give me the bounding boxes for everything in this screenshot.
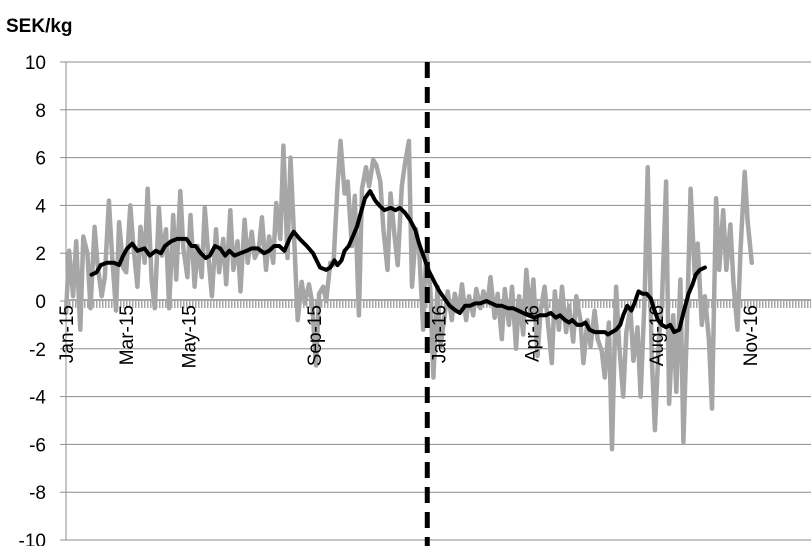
x-tick-label: Apr-16	[522, 305, 543, 362]
y-axis-label: SEK/kg	[6, 16, 73, 37]
y-tick-label: 4	[35, 196, 46, 217]
series-line-2	[89, 189, 707, 337]
x-tick-label: Sep-15	[305, 305, 326, 366]
x-tick-label: Aug-16	[647, 305, 668, 366]
series-line-1	[63, 138, 755, 452]
y-tick-label: 8	[35, 101, 46, 122]
y-tick-label: -8	[29, 483, 46, 504]
x-tick-labels: Jan-15 Mar-15 May-15 Sep-15 Jan-16 Apr-16 Aug-…	[57, 305, 762, 368]
x-tick-label: Nov-16	[741, 305, 762, 366]
y-tick-label: -6	[29, 435, 46, 456]
y-tick-labels: -10 -8 -6 -4 -2 0 2 4 6 8 10	[19, 53, 47, 546]
x-tick-label: Jan-15	[57, 305, 78, 363]
y-tick-label: -2	[29, 340, 46, 361]
y-tick-label: 2	[35, 244, 46, 265]
y-tick-label: -4	[29, 388, 46, 409]
x-tick-label: Mar-15	[117, 305, 138, 365]
y-tick-label: 10	[25, 53, 46, 74]
y-tick-label: 6	[35, 149, 46, 170]
series-lines	[63, 138, 755, 452]
y-tick-label: 0	[35, 292, 46, 313]
x-tick-label: May-15	[180, 305, 201, 368]
y-tick-label: -10	[19, 531, 46, 546]
x-tick-label: Jan-16	[430, 305, 451, 363]
